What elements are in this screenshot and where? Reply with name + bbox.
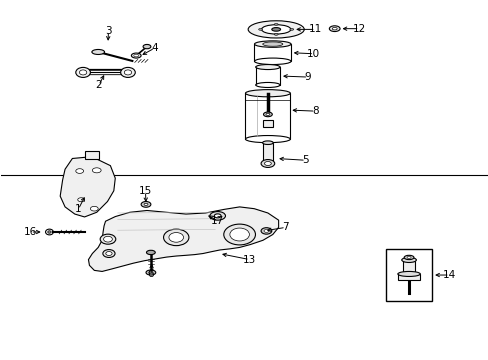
- Text: 13: 13: [242, 255, 256, 265]
- Ellipse shape: [146, 250, 155, 255]
- Ellipse shape: [265, 113, 269, 116]
- Ellipse shape: [264, 229, 268, 232]
- Ellipse shape: [78, 198, 84, 202]
- Ellipse shape: [404, 255, 413, 260]
- Ellipse shape: [90, 206, 98, 211]
- Ellipse shape: [331, 27, 336, 30]
- Ellipse shape: [124, 70, 131, 75]
- Ellipse shape: [258, 28, 262, 30]
- Ellipse shape: [79, 70, 86, 75]
- Bar: [262, 120, 273, 127]
- Text: 1: 1: [74, 204, 81, 215]
- Text: 15: 15: [138, 186, 151, 197]
- Polygon shape: [88, 207, 278, 271]
- Text: 14: 14: [442, 270, 455, 280]
- Text: 6: 6: [147, 269, 154, 279]
- Ellipse shape: [274, 23, 278, 25]
- Ellipse shape: [141, 202, 151, 207]
- Text: 10: 10: [306, 49, 320, 59]
- Ellipse shape: [134, 54, 139, 57]
- Ellipse shape: [48, 231, 51, 233]
- Ellipse shape: [397, 271, 419, 276]
- Ellipse shape: [100, 234, 116, 244]
- Bar: [255, 67, 280, 85]
- Ellipse shape: [148, 271, 153, 274]
- Ellipse shape: [102, 249, 115, 257]
- Ellipse shape: [105, 252, 112, 256]
- Text: 17: 17: [211, 216, 224, 226]
- Bar: [402, 261, 415, 272]
- Ellipse shape: [163, 229, 188, 246]
- Ellipse shape: [229, 228, 249, 241]
- Text: 8: 8: [311, 106, 318, 116]
- Ellipse shape: [245, 90, 290, 97]
- Ellipse shape: [255, 82, 280, 87]
- Ellipse shape: [263, 112, 272, 117]
- Bar: [397, 274, 419, 280]
- Ellipse shape: [214, 214, 221, 218]
- Ellipse shape: [76, 169, 83, 174]
- Text: 7: 7: [282, 222, 288, 232]
- Ellipse shape: [262, 141, 273, 144]
- Text: 12: 12: [352, 24, 365, 34]
- Text: 5: 5: [302, 155, 308, 165]
- Ellipse shape: [407, 256, 410, 258]
- Ellipse shape: [254, 41, 290, 47]
- Ellipse shape: [121, 67, 135, 77]
- Ellipse shape: [45, 229, 53, 235]
- Ellipse shape: [255, 64, 280, 69]
- Ellipse shape: [131, 53, 141, 58]
- Ellipse shape: [92, 168, 101, 173]
- Ellipse shape: [224, 224, 255, 245]
- Ellipse shape: [262, 42, 282, 46]
- Ellipse shape: [289, 28, 293, 30]
- Bar: [254, 44, 290, 61]
- Ellipse shape: [261, 25, 290, 34]
- Bar: [84, 151, 99, 159]
- Ellipse shape: [76, 67, 90, 77]
- Bar: [385, 249, 431, 301]
- Ellipse shape: [245, 135, 290, 143]
- Ellipse shape: [103, 236, 112, 242]
- Ellipse shape: [209, 212, 225, 220]
- Ellipse shape: [261, 228, 271, 234]
- Ellipse shape: [168, 233, 183, 242]
- Text: 2: 2: [95, 80, 102, 90]
- Polygon shape: [60, 157, 115, 217]
- Ellipse shape: [329, 26, 339, 32]
- Ellipse shape: [401, 257, 415, 262]
- Ellipse shape: [92, 49, 104, 54]
- Text: 11: 11: [308, 24, 321, 35]
- Ellipse shape: [274, 33, 278, 35]
- Ellipse shape: [247, 21, 304, 38]
- Ellipse shape: [144, 203, 148, 206]
- Bar: [245, 93, 290, 139]
- Ellipse shape: [143, 44, 151, 49]
- Text: 9: 9: [304, 72, 310, 82]
- Ellipse shape: [254, 58, 290, 64]
- Bar: [262, 143, 273, 163]
- Text: 16: 16: [23, 227, 37, 237]
- Ellipse shape: [261, 159, 274, 167]
- Text: 3: 3: [104, 26, 111, 36]
- Text: 4: 4: [151, 43, 157, 53]
- Ellipse shape: [146, 270, 156, 275]
- Ellipse shape: [271, 28, 280, 31]
- Ellipse shape: [264, 162, 271, 166]
